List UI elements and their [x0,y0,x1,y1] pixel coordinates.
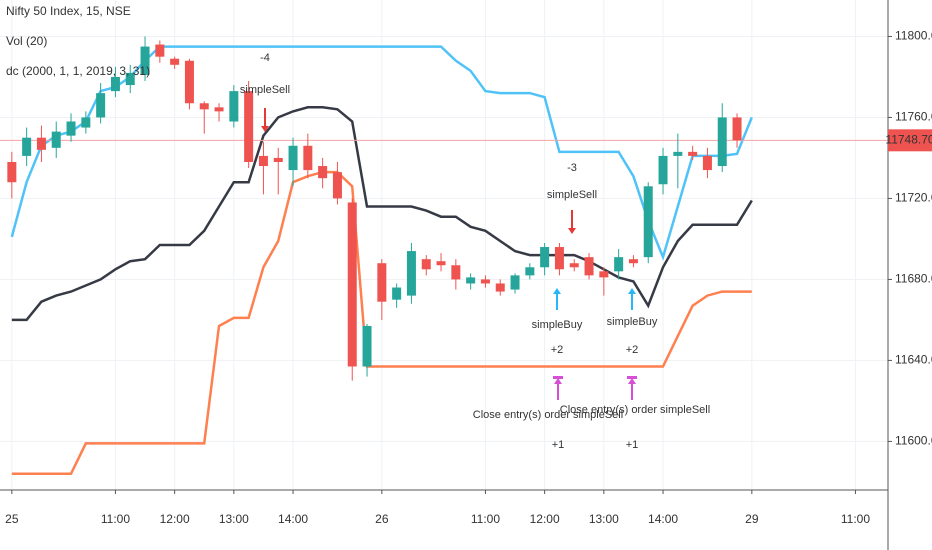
legend-item: dc (2000, 1, 1, 2019, 3, 31) [6,64,150,78]
candle-body [110,76,120,92]
candle-body [125,72,135,86]
chart-title: Nifty 50 Index, 15, NSE [6,4,131,18]
candle-body [673,151,683,156]
x-tick-label: 26 [375,512,389,526]
candle-body [214,107,224,112]
candle-body [569,263,579,268]
candle-body [258,155,268,167]
order-marker [553,376,563,379]
candle-body [658,155,668,185]
candle-body [140,46,150,75]
candle-body [436,261,446,266]
candle-body [628,259,638,264]
candle-body [717,117,727,167]
x-tick-label: 25 [5,512,19,526]
y-tick-label: 11600.00 [895,434,932,448]
candle-body [614,257,624,272]
candle-body [510,275,520,290]
order-label: Close entry(s) order simpleSell [473,409,623,421]
candle-body [540,247,550,268]
order-qty: -4 [260,52,270,64]
order-arrow-head [628,378,636,384]
order-label: simpleBuy [532,319,583,331]
candle-body [702,155,712,171]
last-price-label: 11748.70 [885,132,932,146]
candle-body [525,267,535,276]
candle-body [22,137,32,156]
x-tick-label: 13:00 [219,512,249,526]
candle-body [244,91,254,162]
candle-body [229,91,239,122]
candle-body [480,279,490,284]
candle-body [451,265,461,280]
order-label: Close entry(s) order simpleSell [560,404,710,416]
x-tick-label: 14:00 [278,512,308,526]
x-tick-label: 11:00 [471,512,500,526]
y-tick-label: 11760.00 [895,110,932,124]
x-tick-label: 12:00 [160,512,190,526]
candle-body [303,145,313,171]
candle-body [688,151,698,156]
candle-body [170,58,180,65]
order-label: simpleSell [547,189,597,201]
candle-body [81,117,91,128]
candle-body [406,251,416,296]
candle-body [554,247,564,270]
order-arrow-head [628,288,636,294]
candle-body [584,257,594,276]
plot [0,36,888,476]
x-tick-label: 13:00 [589,512,619,526]
candle-body [599,271,609,278]
order-arrow-head [568,228,576,234]
candle-body [155,44,165,57]
y-tick-label: 11720.00 [895,191,932,205]
candle-body [347,202,357,367]
candle-body [288,145,298,171]
order-arrow-head [261,126,269,132]
candle-body [273,157,283,162]
order-arrow-head [553,288,561,294]
order-marker [627,376,637,379]
x-tick-label: 12:00 [530,512,560,526]
candle-body [421,259,431,270]
order-qty: +1 [626,439,639,451]
candle-body [362,325,372,367]
candle-body [318,166,328,179]
x-tick-label: 11:00 [841,512,870,526]
candle-body [732,117,742,141]
order-qty: +2 [626,344,639,356]
y-tick-label: 11640.00 [895,353,932,367]
order-arrow-head [554,378,562,384]
x-tick-label: 29 [745,512,759,526]
order-qty: -3 [567,162,577,174]
y-tick-label: 11680.00 [895,272,932,286]
candle-body [51,131,61,148]
candle-body [392,287,402,300]
candle-body [643,186,653,258]
order-label: simpleBuy [607,316,658,328]
channel-line [11,106,753,322]
candle-body [96,93,106,118]
y-tick-label: 11800.00 [895,29,932,43]
last-price-badge [888,129,932,152]
order-label: simpleSell [240,84,290,96]
channel-line [11,170,752,476]
candle-body [466,277,476,284]
order-qty: +2 [551,344,564,356]
x-tick-label: 14:00 [648,512,678,526]
channel-line [10,45,753,261]
x-tick-label: 11:00 [101,512,130,526]
candle-body [332,172,342,199]
candle-body [377,263,387,302]
candle-body [66,121,76,136]
order-qty: +1 [552,439,565,451]
legend-item: Vol (20) [6,34,47,48]
candle-body [199,103,209,110]
candle-body [495,283,505,292]
candle-body [7,161,17,183]
candle-body [184,60,194,104]
candle-body [36,137,46,150]
